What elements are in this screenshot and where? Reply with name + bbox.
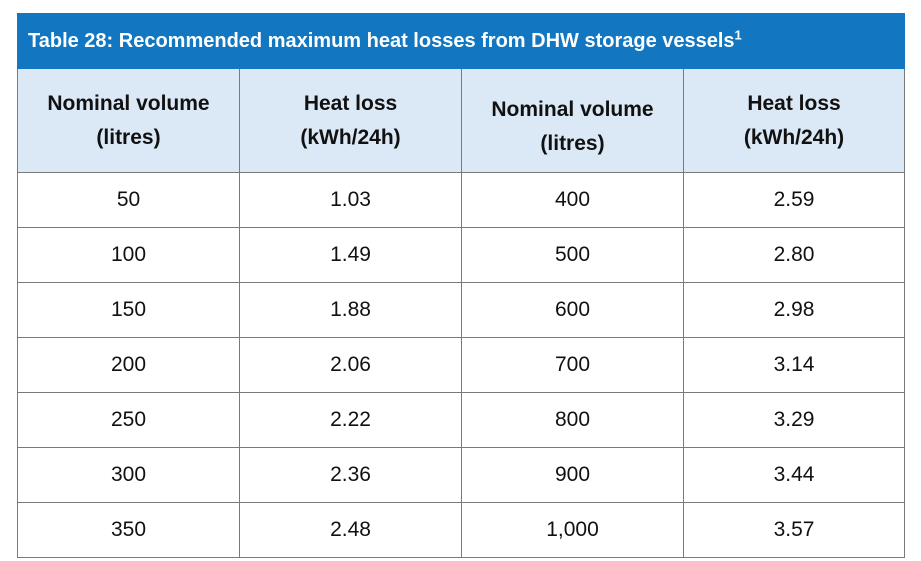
- header-heat-loss-1: Heat loss (kWh/24h): [239, 68, 462, 173]
- volume-cell: 900: [461, 447, 684, 503]
- volume-cell: 1,000: [461, 502, 684, 558]
- heat-loss-cell: 2.59: [682, 172, 906, 228]
- title-footnote-marker: 1: [734, 26, 742, 42]
- volume-cell: 500: [461, 227, 684, 283]
- heat-loss-cell: 2.80: [682, 227, 906, 283]
- volume-cell: 800: [461, 392, 684, 448]
- heat-loss-cell: 1.88: [239, 282, 462, 338]
- header-nominal-volume-1: Nominal volume (litres): [17, 68, 240, 173]
- header-heat-loss-2: Heat loss (kWh/24h): [682, 68, 906, 173]
- header-nominal-volume-2: Nominal volume (litres): [461, 68, 684, 173]
- table-row: 350 2.48 1,000 3.57: [17, 502, 906, 558]
- header-unit: (kWh/24h): [743, 125, 845, 149]
- heat-loss-table: Table 28: Recommended maximum heat losse…: [16, 13, 906, 558]
- heat-loss-cell: 2.48: [239, 502, 462, 558]
- header-unit: (litres): [96, 125, 161, 149]
- volume-cell: 250: [17, 392, 240, 448]
- header-unit: (litres): [540, 131, 605, 155]
- heat-loss-cell: 2.36: [239, 447, 462, 503]
- table-title: Table 28: Recommended maximum heat losse…: [16, 13, 906, 69]
- header-unit: (kWh/24h): [300, 125, 401, 149]
- volume-cell: 400: [461, 172, 684, 228]
- volume-cell: 300: [17, 447, 240, 503]
- header-line: Heat loss: [303, 91, 398, 115]
- heat-loss-cell: 1.49: [239, 227, 462, 283]
- heat-loss-cell: 2.06: [239, 337, 462, 393]
- header-line: Nominal volume: [491, 97, 654, 121]
- volume-cell: 150: [17, 282, 240, 338]
- header-line: Heat loss: [747, 91, 841, 115]
- volume-cell: 100: [17, 227, 240, 283]
- table-row: 250 2.22 800 3.29: [17, 392, 906, 448]
- header-line: Nominal volume: [47, 91, 210, 115]
- heat-loss-cell: 3.44: [682, 447, 906, 503]
- volume-cell: 600: [461, 282, 684, 338]
- volume-cell: 350: [17, 502, 240, 558]
- table-title-text: Table 28: Recommended maximum heat losse…: [28, 29, 735, 52]
- table-row: 50 1.03 400 2.59: [17, 172, 906, 228]
- heat-loss-cell: 3.14: [682, 337, 906, 393]
- heat-loss-cell: 3.57: [682, 502, 906, 558]
- heat-loss-cell: 1.03: [239, 172, 462, 228]
- table-row: 300 2.36 900 3.44: [17, 447, 906, 503]
- volume-cell: 200: [17, 337, 240, 393]
- table-row: 100 1.49 500 2.80: [17, 227, 906, 283]
- heat-loss-cell: 2.98: [682, 282, 906, 338]
- table-title-row: Table 28: Recommended maximum heat losse…: [16, 13, 906, 69]
- table-row: 150 1.88 600 2.98: [17, 282, 906, 338]
- heat-loss-table-container: Table 28: Recommended maximum heat losse…: [16, 13, 906, 558]
- table-row: 200 2.06 700 3.14: [17, 337, 906, 393]
- table-header-row: Nominal volume (litres) Heat loss (kWh/2…: [17, 68, 906, 173]
- heat-loss-cell: 3.29: [682, 392, 906, 448]
- volume-cell: 700: [461, 337, 684, 393]
- heat-loss-cell: 2.22: [239, 392, 462, 448]
- volume-cell: 50: [17, 172, 240, 228]
